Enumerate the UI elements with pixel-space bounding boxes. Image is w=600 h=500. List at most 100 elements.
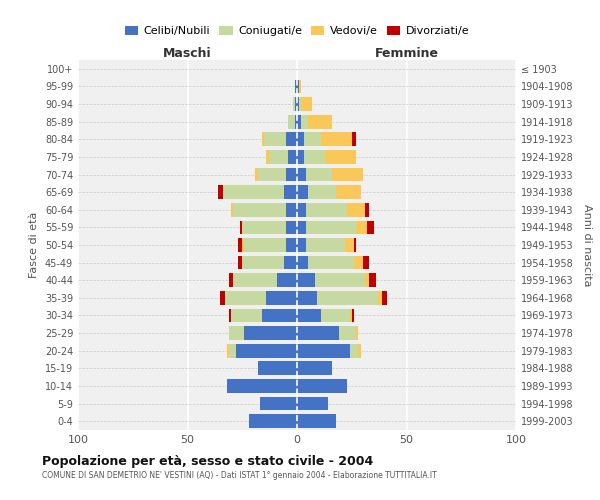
Bar [257,168,297,181]
Bar [297,308,352,322]
Bar [260,396,297,410]
Text: Femmine: Femmine [374,47,439,60]
Bar [288,115,297,128]
Bar [297,379,347,393]
Bar [295,115,297,128]
Bar [220,291,297,304]
Bar [297,362,332,375]
Bar [232,203,297,216]
Bar [297,220,356,234]
Bar [233,203,297,216]
Bar [297,308,354,322]
Bar [297,326,358,340]
Bar [242,256,297,270]
Bar [297,238,306,252]
Bar [297,379,347,393]
Bar [297,186,361,199]
Y-axis label: Anni di nascita: Anni di nascita [582,204,592,286]
Bar [227,344,297,358]
Bar [242,220,297,234]
Bar [295,97,297,111]
Bar [260,396,297,410]
Bar [264,132,297,146]
Bar [297,396,328,410]
Bar [297,414,337,428]
Bar [297,203,369,216]
Bar [297,80,299,94]
Bar [297,396,328,410]
Bar [297,414,337,428]
Bar [260,396,297,410]
Text: Popolazione per età, sesso e stato civile - 2004: Popolazione per età, sesso e stato civil… [42,455,373,468]
Bar [232,308,297,322]
Bar [227,344,297,358]
Bar [257,362,297,375]
Bar [297,291,378,304]
Bar [297,220,367,234]
Bar [297,256,308,270]
Bar [288,115,297,128]
Bar [229,326,297,340]
Bar [293,97,297,111]
Bar [262,132,297,146]
Bar [244,326,297,340]
Bar [297,362,332,375]
Bar [233,274,297,287]
Bar [249,414,297,428]
Bar [297,362,332,375]
Bar [297,379,347,393]
Bar [242,256,297,270]
Bar [297,396,328,410]
Bar [297,115,332,128]
Bar [293,97,297,111]
Bar [297,97,301,111]
Bar [297,256,369,270]
Bar [229,326,297,340]
Bar [297,308,350,322]
Bar [297,274,365,287]
Bar [256,168,297,181]
Bar [297,186,361,199]
Bar [297,203,347,216]
Bar [297,203,365,216]
Bar [286,132,297,146]
Bar [288,115,297,128]
Bar [266,150,297,164]
Bar [297,274,314,287]
Bar [297,80,301,94]
Bar [256,168,297,181]
Bar [227,379,297,393]
Bar [297,168,362,181]
Bar [293,97,297,111]
Legend: Celibi/Nubili, Coniugati/e, Vedovi/e, Divorziati/e: Celibi/Nubili, Coniugati/e, Vedovi/e, Di… [121,21,473,40]
Bar [297,97,313,111]
Bar [242,238,297,252]
Bar [297,132,304,146]
Bar [297,220,374,234]
Bar [242,220,297,234]
Bar [297,80,301,94]
Bar [297,150,304,164]
Bar [295,80,297,94]
Bar [297,308,321,322]
Bar [286,203,297,216]
Bar [269,150,297,164]
Bar [236,344,297,358]
Bar [232,308,297,322]
Bar [297,97,299,111]
Bar [297,362,332,375]
Bar [262,132,297,146]
Bar [284,256,297,270]
Bar [229,344,297,358]
Bar [297,238,356,252]
Bar [297,238,345,252]
Bar [297,238,354,252]
Bar [223,186,297,199]
Text: Maschi: Maschi [163,47,212,60]
Bar [257,362,297,375]
Bar [244,238,297,252]
Bar [297,150,325,164]
Bar [297,115,308,128]
Bar [297,326,358,340]
Text: COMUNE DI SAN DEMETRIO NE' VESTINI (AQ) - Dati ISTAT 1° gennaio 2004 - Elaborazi: COMUNE DI SAN DEMETRIO NE' VESTINI (AQ) … [42,471,437,480]
